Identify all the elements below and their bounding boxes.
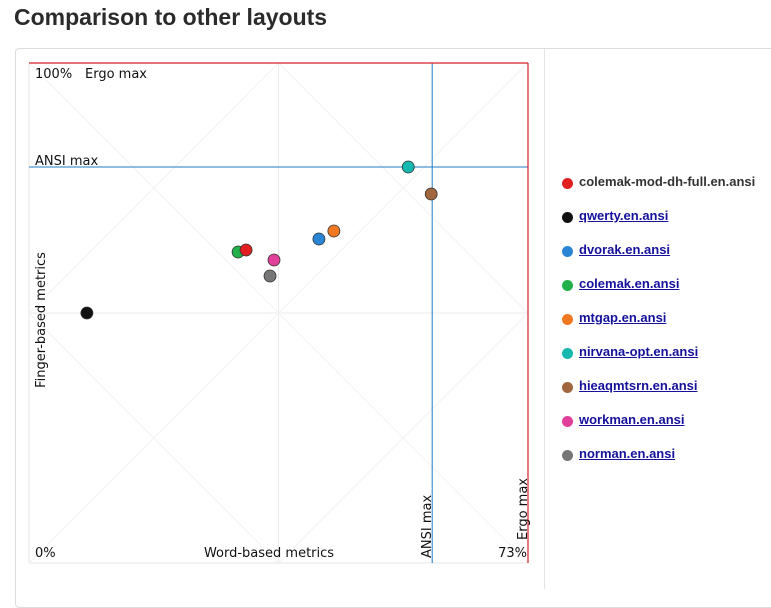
ergo-max-h-label: Ergo max [85,67,147,82]
reference-lines [29,62,529,563]
grid-diagonal [278,62,529,314]
ergo-max-v-label: Ergo max [516,478,531,540]
legend-link[interactable]: qwerty.en.ansi [579,208,669,223]
legend-item[interactable]: colemak.en.ansi [562,276,755,310]
y-axis-title: Finger-based metrics [34,252,49,388]
point-nirvana-opt-en-ansi [401,160,415,174]
legend-marker-icon [562,178,573,189]
legend-item[interactable]: qwerty.en.ansi [562,208,755,242]
ansi-max-h-label: ANSI max [35,154,98,169]
legend-marker-icon [562,280,573,291]
x-max-label: 73% [498,546,527,561]
y-max-label: 100% [35,67,72,82]
point-hieaqmtsrn-en-ansi [424,187,438,201]
legend-item[interactable]: nirvana-opt.en.ansi [562,344,755,378]
grid-diagonal [278,312,529,564]
legend-label: colemak-mod-dh-full.en.ansi [579,174,756,189]
ansi-max-v-label: ANSI max [420,495,435,558]
legend-item[interactable]: norman.en.ansi [562,446,755,480]
legend-link[interactable]: dvorak.en.ansi [579,242,671,257]
point-qwerty-en-ansi [80,306,94,320]
legend-item[interactable]: workman.en.ansi [562,412,755,446]
grid-diagonal [28,62,279,314]
legend-marker-icon [562,382,573,393]
legend-item: colemak-mod-dh-full.en.ansi [562,174,755,208]
legend-link[interactable]: norman.en.ansi [579,446,676,461]
legend-link[interactable]: nirvana-opt.en.ansi [579,344,699,359]
point-workman-en-ansi [267,253,281,267]
point-colemak-mod-dh-full-en-ansi [239,243,253,257]
legend-item[interactable]: hieaqmtsrn.en.ansi [562,378,755,412]
legend-marker-icon [562,314,573,325]
page-title: Comparison to other layouts [14,4,328,30]
legend-item[interactable]: dvorak.en.ansi [562,242,755,276]
point-dvorak-en-ansi [312,232,326,246]
x-min-label: 0% [35,546,56,561]
legend-link[interactable]: colemak.en.ansi [579,276,680,291]
legend-item[interactable]: mtgap.en.ansi [562,310,755,344]
divider [544,49,545,589]
comparison-chart: 100% Ergo max ANSI max 0% Word-based met… [28,62,531,564]
point-mtgap-en-ansi [327,224,341,238]
grid-diagonal [28,62,529,564]
x-axis-title: Word-based metrics [204,546,334,561]
legend-marker-icon [562,348,573,359]
legend-marker-icon [562,246,573,257]
grid-diagonal [28,312,279,564]
grid [28,62,529,564]
data-points [80,160,438,320]
legend-marker-icon [562,450,573,461]
legend-marker-icon [562,212,573,223]
legend: colemak-mod-dh-full.en.ansi qwerty.en.ans… [562,174,755,480]
legend-marker-icon [562,416,573,427]
legend-link[interactable]: mtgap.en.ansi [579,310,667,325]
legend-link[interactable]: workman.en.ansi [579,412,685,427]
legend-link[interactable]: hieaqmtsrn.en.ansi [579,378,698,393]
point-norman-en-ansi [263,269,277,283]
